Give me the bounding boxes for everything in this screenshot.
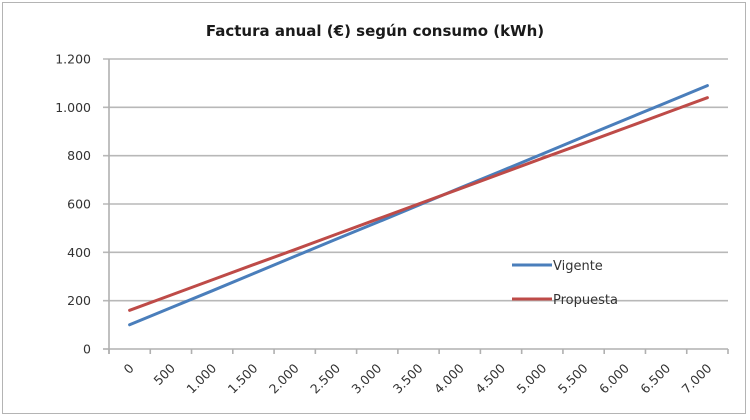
x-tick-label: 3.000 bbox=[348, 360, 384, 396]
chart-title: Factura anual (€) según consumo (kWh) bbox=[206, 22, 544, 40]
y-tick-label: 400 bbox=[67, 245, 91, 260]
x-tick-label: 2.500 bbox=[307, 360, 343, 396]
x-tick-label: 2.000 bbox=[266, 360, 302, 396]
axes bbox=[103, 59, 729, 354]
x-tick-label: 5.500 bbox=[555, 360, 591, 396]
x-tick-label: 1.000 bbox=[183, 360, 219, 396]
x-tick-labels: 0 500 1.000 1.500 2.000 2.500 3.000 3.500 4.000 4… bbox=[121, 360, 715, 396]
x-tick-label: 0 bbox=[121, 360, 137, 376]
y-tick-label: 0 bbox=[83, 342, 91, 357]
y-tick-label: 1.200 bbox=[55, 52, 91, 67]
y-tick-label: 1.000 bbox=[55, 100, 91, 115]
chart-frame bbox=[2, 2, 746, 414]
x-tick-label: 6.000 bbox=[596, 360, 632, 396]
x-tick-label: 3.500 bbox=[390, 360, 426, 396]
y-tick-labels: 0 200 400 600 800 1.000 1.200 bbox=[55, 52, 91, 357]
series-line-propuesta bbox=[128, 96, 709, 312]
legend: Vigente Propuesta bbox=[512, 259, 618, 308]
gridlines bbox=[103, 58, 728, 302]
x-tick-label: 5.000 bbox=[514, 360, 550, 396]
x-tick-label: 4.500 bbox=[472, 360, 508, 396]
y-tick-label: 600 bbox=[67, 197, 91, 212]
y-tick-label: 200 bbox=[67, 293, 91, 308]
x-tick-label: 500 bbox=[151, 360, 179, 388]
y-tick-label: 800 bbox=[67, 148, 91, 163]
x-tick-label: 7.000 bbox=[679, 360, 715, 396]
series-lines bbox=[128, 84, 709, 327]
x-tick-label: 6.500 bbox=[637, 360, 673, 396]
x-tick-label: 1.500 bbox=[225, 360, 261, 396]
x-tick-label: 4.000 bbox=[431, 360, 467, 396]
legend-label-vigente: Vigente bbox=[553, 259, 603, 274]
legend-label-propuesta: Propuesta bbox=[553, 293, 618, 308]
